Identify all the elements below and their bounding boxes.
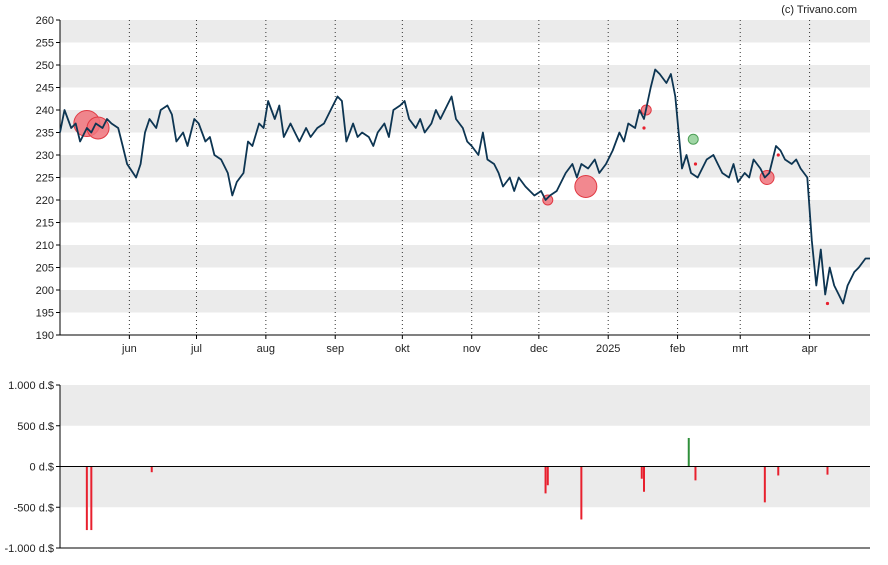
x-tick-label: jul [190,343,202,355]
y-tick-label: 245 [36,83,54,95]
price-line [59,68,870,305]
x-tick-label: apr [802,343,818,355]
y-tick-label: 240 [36,105,54,117]
trade-marker [776,153,780,157]
x-tick-label: okt [395,343,410,355]
trade-marker [693,162,698,166]
y-tick-label: 0 d.$ [30,462,54,474]
y-tick-label: 500 d.$ [17,421,54,433]
x-tick-label: sep [326,343,344,355]
y-tick-label: 195 [36,308,54,320]
grid-band [60,200,870,223]
trade-marker [642,126,646,130]
y-tick-label: 230 [36,150,54,162]
y-tick-label: 250 [36,60,54,72]
y-tick-label: 200 [36,285,54,297]
credit-text: (c) Trivano.com [781,4,857,16]
trade-bubble [687,133,699,145]
y-tick-label: -500 d.$ [14,502,54,514]
grid-band [60,290,870,313]
grid-band [60,155,870,178]
x-tick-label: nov [463,343,481,355]
grid-band [60,466,870,508]
x-tick-label: 2025 [596,343,620,355]
y-tick-label: 190 [36,330,54,342]
volume-panel: 1.000 d.$ 500 d.$ 0 d.$ -500 d.$ -1.000 d.$ [4,380,870,555]
x-tick-label: feb [670,343,685,355]
y-tick-label: 210 [36,240,54,252]
y-tick-label: 1.000 d.$ [8,380,54,392]
grid-band [60,110,870,133]
y-tick-label: 235 [36,128,54,140]
price-panel: jun jul aug sep okt nov dec 2025 feb mrt apr 260 255… [36,15,870,355]
grid-band [60,385,870,426]
y-tick-label: 260 [36,15,54,27]
y-tick-label: 205 [36,263,54,275]
grid-band [60,245,870,268]
grid-band [60,20,870,43]
trade-marker [825,301,830,306]
y-tick-label: 225 [36,173,54,185]
y-tick-label: 215 [36,218,54,230]
x-tick-label: aug [257,343,275,355]
y-tick-label: 255 [36,38,54,50]
x-tick-label: mrt [732,343,748,355]
y-tick-label: -1.000 d.$ [4,543,54,555]
x-tick-label: jun [121,343,137,355]
grid-band [60,65,870,88]
y-tick-label: 220 [36,195,54,207]
trade-bubble [574,175,598,198]
x-tick-label: dec [530,343,548,355]
